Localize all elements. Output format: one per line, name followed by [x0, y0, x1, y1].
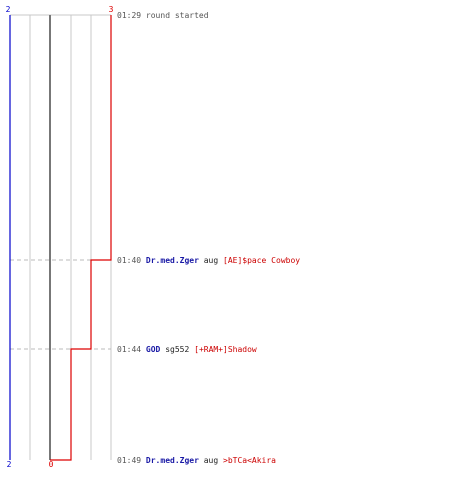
- event-weapon: aug: [203, 456, 219, 465]
- event-time: 01:40: [117, 256, 142, 265]
- event-killer: GOD: [145, 345, 161, 354]
- blue-start-count: 2: [6, 5, 11, 14]
- red-start-count: 3: [109, 5, 114, 14]
- event-time: 01:49: [117, 456, 142, 465]
- event-time: 01:29: [117, 11, 142, 20]
- event-kill: 01:40 Dr.med.Zger aug [AE]$pace Cowboy: [117, 256, 300, 266]
- event-weapon: aug: [203, 256, 219, 265]
- red-end-count: 0: [49, 460, 54, 469]
- event-kill: 01:44 GOD sg552 [+RAM+]Shadow: [117, 345, 257, 355]
- red-team-line: [50, 15, 112, 461]
- blue-end-count: 2: [7, 460, 12, 469]
- event-killer: Dr.med.Zger: [145, 256, 199, 265]
- event-kill: 01:49 Dr.med.Zger aug >bTCa<Akira: [117, 456, 276, 466]
- event-victim: >bTCa<Akira: [223, 456, 276, 465]
- event-text: round started: [145, 11, 209, 20]
- event-victim: [+RAM+]Shadow: [194, 345, 257, 354]
- event-time: 01:44: [117, 345, 142, 354]
- event-killer: Dr.med.Zger: [145, 456, 199, 465]
- event-weapon: sg552: [165, 345, 190, 354]
- event-round-start: 01:29 round started: [117, 11, 209, 21]
- event-victim: [AE]$pace Cowboy: [223, 256, 301, 265]
